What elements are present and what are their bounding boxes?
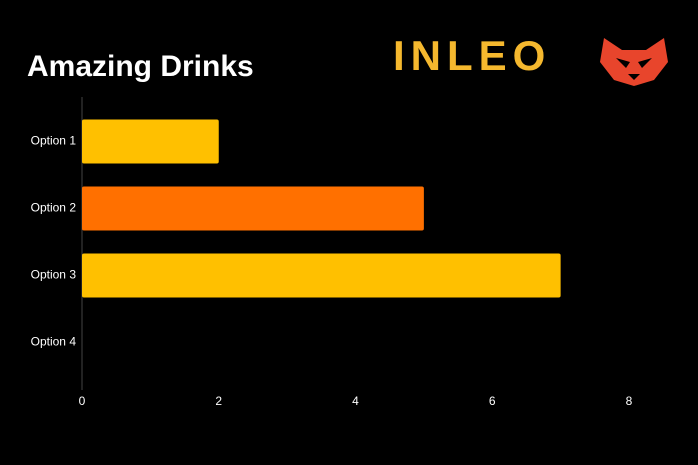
bar (82, 253, 561, 298)
x-tick-label: 6 (489, 394, 496, 408)
x-tick-label: 2 (215, 394, 222, 408)
y-tick-label: Option 3 (31, 268, 77, 282)
y-tick-label: Option 2 (31, 201, 77, 215)
y-tick-label: Option 1 (31, 134, 77, 148)
x-tick-label: 0 (79, 394, 86, 408)
brand-logo-icon (600, 38, 668, 86)
y-tick-label: Option 4 (31, 335, 77, 349)
brand-logo-text: INLEO (393, 32, 551, 79)
bar (82, 119, 219, 164)
chart-title: Amazing Drinks (27, 50, 254, 83)
bar (82, 186, 424, 231)
x-tick-label: 8 (626, 394, 633, 408)
x-tick-label: 4 (352, 394, 359, 408)
